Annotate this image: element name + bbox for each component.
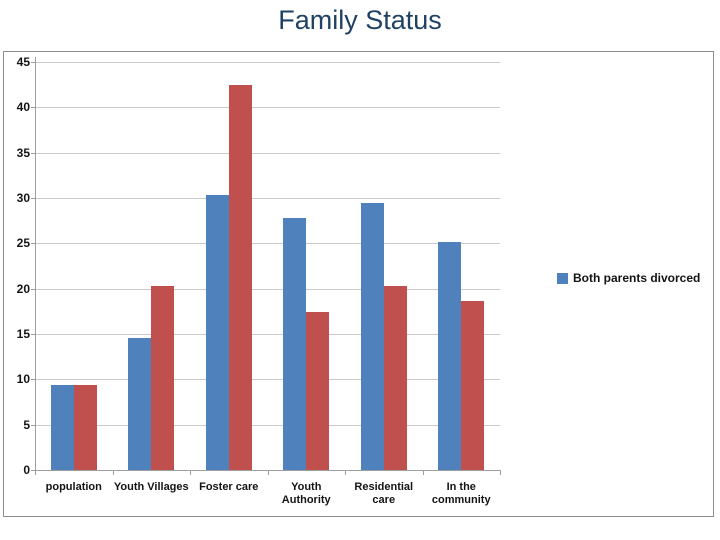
y-tick-label-5: 5 xyxy=(23,417,30,432)
bar-series1-3 xyxy=(205,195,229,470)
y-tick-15 xyxy=(31,334,35,335)
gridline-40 xyxy=(35,107,500,109)
y-tick-45 xyxy=(31,62,35,63)
gridline-25 xyxy=(35,243,500,245)
bar-series1-2 xyxy=(128,337,152,470)
bar-series2-4 xyxy=(306,312,330,470)
y-tick-label-15: 15 xyxy=(16,327,30,341)
y-tick-30 xyxy=(31,198,35,199)
bar-series2-1 xyxy=(73,384,97,470)
bar-series2-2 xyxy=(151,285,175,470)
gridline-45 xyxy=(35,62,500,63)
x-category-label-5: Residential care xyxy=(354,481,414,506)
legend-label: Both parents divorced xyxy=(573,271,701,285)
bar-series1-6 xyxy=(438,242,462,470)
x-tick-6 xyxy=(500,470,501,475)
x-category-label-6: In the community xyxy=(431,481,491,506)
gridline-5 xyxy=(35,424,500,426)
y-tick-label-25: 25 xyxy=(16,236,30,251)
y-tick-25 xyxy=(31,243,35,245)
y-tick-20 xyxy=(31,288,35,290)
gridline-10 xyxy=(35,379,500,381)
gridline-35 xyxy=(35,152,500,154)
y-tick-label-40: 40 xyxy=(16,100,30,115)
y-tick-0 xyxy=(31,470,35,471)
x-category-label-4: Youth Authority xyxy=(281,481,331,506)
plot-area: 0 5 10 15 20 25 30 35 40 45 population Youth Villag… xyxy=(4,52,713,516)
gridline-30 xyxy=(35,198,500,199)
chart-container: 0 5 10 15 20 25 30 35 40 45 population Youth Villag… xyxy=(3,51,714,517)
bar-series2-5 xyxy=(383,285,407,470)
x-category-label-2: Youth Villages xyxy=(113,481,189,493)
x-tick-5 xyxy=(422,470,424,475)
x-tick-0 xyxy=(35,470,36,475)
bar-series2-6 xyxy=(461,301,485,470)
y-tick-label-0: 0 xyxy=(23,463,30,477)
bar-series1-1 xyxy=(50,384,74,470)
y-tick-label-10: 10 xyxy=(16,372,30,387)
x-category-label-1: population xyxy=(45,481,102,493)
legend-swatch-blue xyxy=(557,272,568,284)
gridline-15 xyxy=(35,334,500,335)
x-tick-4 xyxy=(345,470,346,475)
bar-series1-5 xyxy=(360,202,384,470)
y-tick-label-45: 45 xyxy=(16,55,30,69)
y-tick-label-30: 30 xyxy=(16,191,30,205)
legend: Both parents divorced xyxy=(557,271,700,285)
x-tick-1 xyxy=(112,470,114,475)
y-axis-line xyxy=(35,57,36,470)
x-tick-3 xyxy=(267,470,269,475)
page-title: Family Status xyxy=(278,5,442,35)
y-tick-35 xyxy=(31,152,35,154)
gridline-20 xyxy=(35,288,500,290)
x-category-label-3: Foster care xyxy=(199,481,259,493)
y-tick-label-35: 35 xyxy=(16,145,30,160)
y-tick-label-20: 20 xyxy=(16,281,30,296)
y-tick-40 xyxy=(31,107,35,109)
y-tick-5 xyxy=(31,424,35,426)
y-tick-10 xyxy=(31,379,35,381)
bar-series1-4 xyxy=(283,217,307,470)
x-tick-2 xyxy=(190,470,191,475)
bar-series2-3 xyxy=(228,84,252,470)
